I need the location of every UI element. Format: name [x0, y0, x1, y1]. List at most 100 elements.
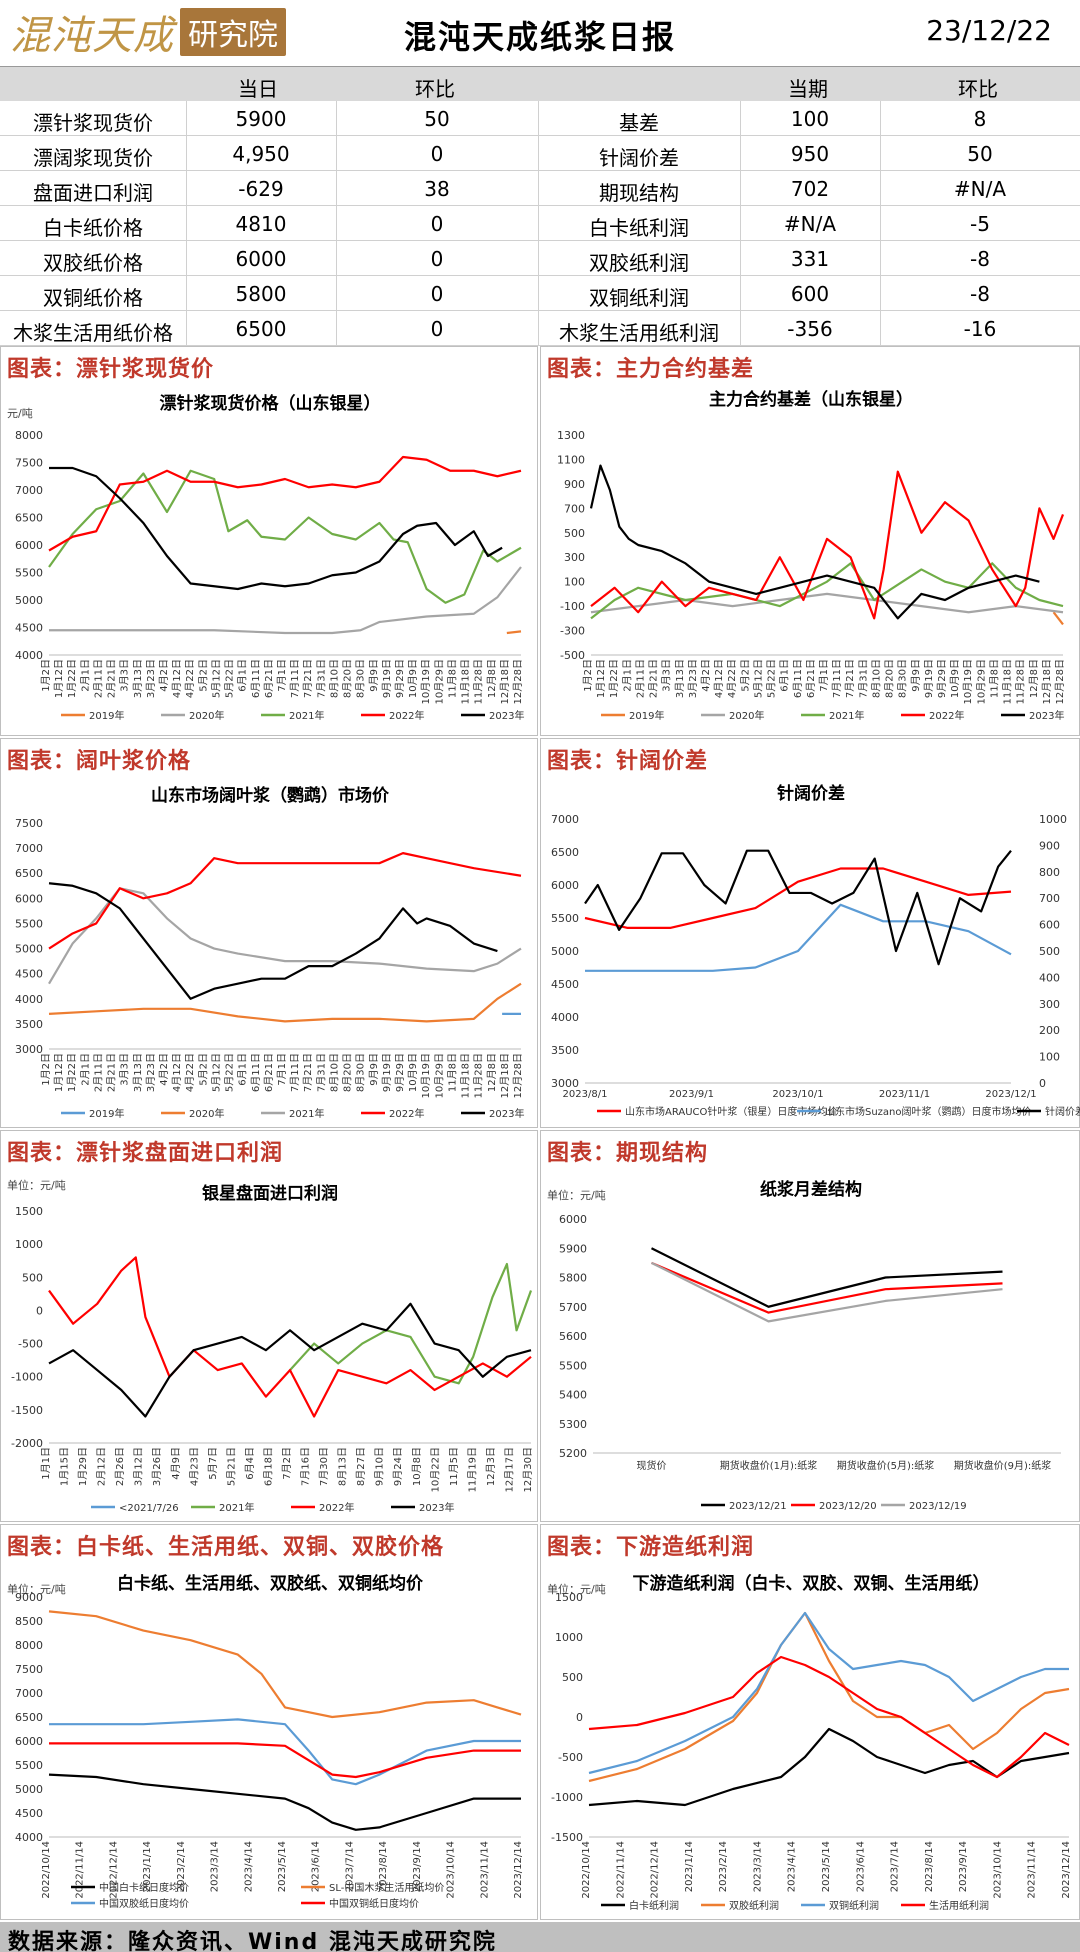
x-tick-label: 4月12日: [171, 659, 183, 698]
y-tick-label: 6500: [15, 1711, 43, 1724]
x-tick-label: 2月26日: [114, 1447, 126, 1486]
cell-r-name: 双胶纸利润: [589, 251, 689, 275]
x-tick-label: 8月20日: [342, 659, 354, 698]
cell-l-name: 盘面进口利润: [33, 181, 153, 205]
legend-label: 针阔价差: [1045, 1105, 1080, 1118]
y-tick-label: 1100: [557, 453, 585, 466]
data-source: 数据来源：隆众资讯、Wind 混沌天成研究院: [8, 1930, 497, 1952]
series-line: [49, 1742, 521, 1779]
x-tick-label: 10月9日: [407, 659, 419, 698]
panel-main-contract-basis: 图表：主力合约基差 主力合约基差（山东银星） -500 -300 -100 100 30…: [540, 346, 1080, 736]
x-tick-label: 5月22日: [766, 659, 778, 698]
x-tick-label: 12月3日: [485, 1447, 497, 1486]
chart-title: 漂针浆现货价格（山东银星）: [159, 394, 381, 414]
x-tick-label: 2023/2/14: [176, 1841, 187, 1892]
x-tick-label: 11月18日: [460, 659, 472, 704]
table-row: 双铜纸价格 5800 0 双铜纸利润 600 -8: [0, 276, 1080, 311]
cell-l-chg: 0: [430, 282, 444, 306]
section-title: 图表：漂针浆现货价: [7, 357, 215, 382]
y-tick-label: 5600: [559, 1330, 587, 1343]
y-tick-label: 4500: [551, 978, 579, 991]
series-line: [48, 455, 522, 552]
y2-tick-label: 400: [1039, 971, 1060, 984]
cell-l-val: 5800: [235, 282, 287, 306]
x-tick-label: 2023/5/14: [277, 1841, 288, 1892]
x-tick-label: 2023/1/14: [684, 1841, 695, 1892]
section-title: 图表：白卡纸、生活用纸、双铜、双胶价格: [7, 1535, 445, 1560]
x-tick-label: 12月18日: [1041, 659, 1053, 704]
legend-label: 中国白卡纸日度均价: [99, 1881, 189, 1894]
x-tick-label: 5月12日: [210, 659, 222, 698]
header-current: 当期: [788, 77, 828, 101]
x-tick-label: 7月21日: [302, 1053, 314, 1092]
y-tick-label: 7000: [15, 1687, 43, 1700]
y-tick-label: 1500: [555, 1591, 583, 1604]
series-line: [588, 1611, 1070, 1783]
cell-l-val: 6500: [235, 317, 287, 341]
panel-term-structure: 图表：期现结构 纸浆月差结构 单位：元/吨 5200 5300 5400 5500 56…: [540, 1130, 1080, 1522]
y-tick-label: 4500: [15, 622, 43, 635]
y2-tick-label: 500: [1039, 945, 1060, 958]
series-line: [48, 1773, 521, 1831]
x-tick-label: 5月7日: [207, 1447, 219, 1480]
x-tick-label: 9月29日: [394, 1053, 406, 1092]
x-tick-label: 7月31日: [315, 1053, 327, 1092]
y-tick-label: 9000: [15, 1591, 43, 1604]
x-tick-label: 1月1日: [40, 1447, 52, 1480]
x-tick-label: 9月9日: [368, 1053, 380, 1086]
x-tick-label: 7月1日: [276, 659, 288, 692]
x-tick-label: 3月3日: [119, 659, 131, 692]
y-tick-label: 3500: [551, 1044, 579, 1057]
x-tick-label: 9月10日: [374, 1447, 386, 1486]
x-tick-label: 8月10日: [328, 659, 340, 698]
x-tick-label: 7月21日: [302, 659, 314, 698]
x-tick-label: 12月18日: [499, 659, 511, 704]
chart-spread: 3000 3500 4000 4500 5000 5500 6000 6500 7000 0 100…: [551, 813, 1080, 1118]
chart-softwood-spot: 4000 4500 5000 5500 6000 6500 7000 7500 8000 1月2日…: [15, 429, 524, 722]
x-tick-label: 2月11日: [92, 1053, 104, 1092]
series-line: [1052, 611, 1064, 626]
legend-label: 2022年: [389, 709, 424, 722]
cell-r-chg: 8: [973, 107, 987, 131]
x-tick-label: 8月20日: [342, 1053, 354, 1092]
y-tick-label: 8000: [15, 1639, 43, 1652]
y-tick-label: 900: [564, 478, 585, 491]
x-tick-label: 1月2日: [40, 1053, 52, 1086]
y-tick-label: 6500: [15, 512, 43, 525]
x-tick-label: 2023/6/14: [311, 1841, 322, 1892]
y-tick-label: 1300: [557, 429, 585, 442]
x-tick-label: 12月28日: [512, 659, 524, 704]
x-tick-label: 7月2日: [281, 1447, 293, 1480]
series-line: [588, 1655, 1070, 1779]
series-line: [590, 470, 1065, 620]
chart-term-structure: 5200 5300 5400 5500 5600 5700 5800 5900 6000 现货价 期…: [559, 1213, 1061, 1512]
x-tick-label: 2023/6/14: [855, 1841, 866, 1892]
x-tick-label: 11月8日: [446, 1053, 458, 1092]
y-tick-label: -1000: [551, 1791, 583, 1804]
y-tick-label: 700: [564, 502, 585, 515]
x-tick-label: 7月11日: [289, 1053, 301, 1092]
logo-box: 研究院: [180, 8, 286, 56]
x-tick-label: 2月21日: [106, 659, 118, 698]
y-tick-label: 4500: [15, 968, 43, 981]
chart-unit: 元/吨: [7, 407, 33, 420]
legend-label: 2023年: [489, 709, 524, 722]
legend-label: 2020年: [729, 709, 764, 722]
x-tick-label: 2月1日: [621, 659, 633, 692]
cell-r-val: 100: [790, 107, 830, 131]
panel-paper-prices: 图表：白卡纸、生活用纸、双铜、双胶价格 白卡纸、生活用纸、双胶纸、双铜纸均价 单…: [0, 1524, 538, 1920]
cell-r-val: 331: [790, 247, 830, 271]
y-tick-label: 5000: [15, 594, 43, 607]
brand-logo: 混沌天成 研究院: [10, 8, 286, 59]
x-tick-label: 2月1日: [79, 659, 91, 692]
y-tick-label: 5300: [559, 1418, 587, 1431]
x-tick-label: 7月31日: [857, 659, 869, 698]
x-tick-label: 2023/12/14: [513, 1841, 524, 1899]
chart-title: 山东市场阔叶浆（鹦鹉）市场价: [151, 786, 389, 806]
chart-unit: 单位：元/吨: [547, 1583, 606, 1596]
chart-unit: 单位：元/吨: [7, 1179, 66, 1192]
section-title: 图表：针阔价差: [547, 749, 709, 774]
x-tick-label: 2023/4/14: [787, 1841, 798, 1892]
y-tick-label: 3000: [551, 1077, 579, 1090]
x-tick-label: 6月18日: [262, 1447, 274, 1486]
